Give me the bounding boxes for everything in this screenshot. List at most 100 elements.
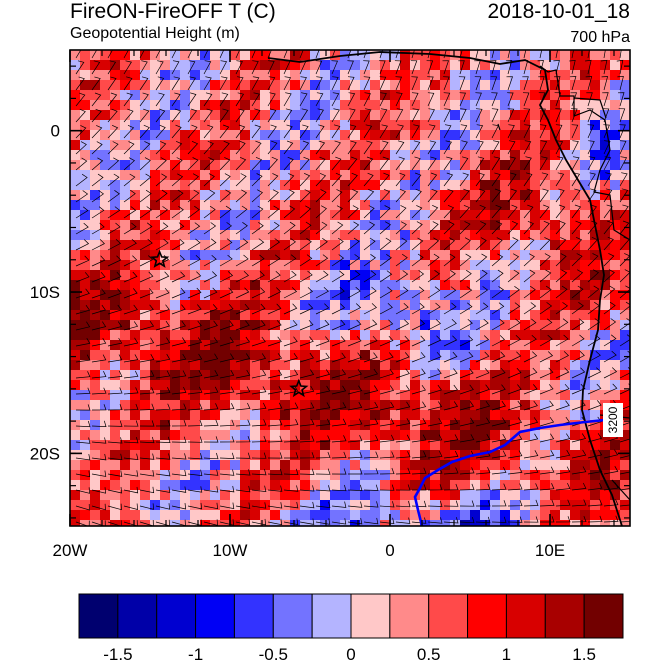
- field-cell: [240, 70, 250, 80]
- field-cell: [270, 80, 280, 90]
- wind-barb: [171, 337, 187, 347]
- field-cell: [220, 200, 230, 210]
- wind-barb: [555, 318, 569, 331]
- wind-barb: [363, 501, 379, 508]
- field-cell: [270, 370, 280, 380]
- field-cell: [290, 230, 300, 240]
- field-cell: [260, 410, 270, 420]
- field-cell: [520, 340, 530, 350]
- wind-barb: [171, 173, 184, 187]
- field-cell: [100, 150, 110, 160]
- field-cell: [80, 100, 90, 110]
- field-cell: [560, 300, 570, 310]
- wind-barb: [315, 108, 324, 123]
- field-cell: [370, 90, 380, 100]
- field-cell: [360, 270, 370, 280]
- wind-barb: [251, 320, 266, 331]
- wind-barb: [267, 76, 276, 91]
- field-cell: [340, 170, 350, 180]
- field-cell: [510, 320, 520, 330]
- wind-barb: [491, 269, 504, 283]
- field-cell: [570, 410, 580, 420]
- field-cell: [390, 460, 400, 470]
- field-cell: [190, 380, 200, 390]
- field-cell: [170, 230, 180, 240]
- field-cell: [520, 280, 530, 290]
- field-cell: [280, 110, 290, 120]
- field-cell: [590, 470, 600, 480]
- field-cell: [430, 110, 440, 120]
- field-cell: [110, 210, 120, 220]
- wind-barb: [203, 337, 219, 347]
- wind-barb: [203, 140, 214, 155]
- field-cell: [410, 310, 420, 320]
- field-cell: [310, 350, 320, 360]
- field-cell: [240, 420, 250, 430]
- field-cell: [380, 280, 390, 290]
- field-cell: [510, 410, 520, 420]
- field-cell: [130, 420, 140, 430]
- field-cell: [450, 190, 460, 200]
- wind-barb: [523, 220, 534, 235]
- field-cell: [150, 400, 160, 410]
- wind-barb: [347, 336, 362, 347]
- contour-label: 3200: [606, 406, 620, 433]
- field-cell: [470, 420, 480, 430]
- field-cell: [290, 400, 300, 410]
- field-cell: [350, 380, 360, 390]
- field-cell: [520, 190, 530, 200]
- field-cell: [450, 270, 460, 280]
- wind-barb: [91, 173, 104, 187]
- field-cell: [200, 370, 210, 380]
- field-cell: [430, 270, 440, 280]
- field-cell: [600, 500, 610, 510]
- wind-barb: [571, 204, 582, 219]
- field-cell: [430, 360, 440, 370]
- field-cell: [530, 230, 540, 240]
- wind-barbs: [75, 50, 630, 526]
- field-cell: [110, 200, 120, 210]
- wind-barb: [539, 499, 555, 507]
- field-cell: [170, 400, 180, 410]
- field-cell: [240, 520, 250, 526]
- field-cell: [110, 240, 120, 250]
- wind-barb: [219, 238, 233, 251]
- field-cell: [530, 360, 540, 370]
- field-cell: [120, 50, 130, 60]
- wind-barb: [571, 140, 579, 155]
- field-cell: [330, 290, 340, 300]
- field-cell: [240, 150, 250, 160]
- field-cell: [80, 140, 90, 150]
- field-cell: [140, 320, 150, 330]
- field-cell: [480, 60, 490, 70]
- field-cell: [270, 470, 280, 480]
- wind-barb: [123, 337, 139, 347]
- field-cell: [410, 400, 420, 410]
- field-cell: [320, 150, 330, 160]
- field-cell: [560, 450, 570, 460]
- field-cell: [610, 340, 620, 350]
- wind-barb: [587, 449, 603, 459]
- field-cell: [550, 120, 560, 130]
- field-cell: [250, 230, 260, 240]
- wind-barb: [235, 386, 251, 395]
- wind-barb: [139, 76, 149, 91]
- wind-barb: [571, 172, 581, 187]
- field-cell: [290, 180, 300, 190]
- wind-barb: [187, 436, 203, 443]
- field-cell: [620, 380, 630, 390]
- wind-barb: [235, 108, 245, 123]
- wind-barb: [123, 503, 138, 510]
- field-cell: [460, 460, 470, 470]
- wind-barb: [155, 173, 168, 187]
- field-cell: [370, 160, 380, 170]
- field-cell: [240, 260, 250, 270]
- field-cell: [210, 370, 220, 380]
- wind-barb: [331, 303, 346, 315]
- field-cell: [500, 370, 510, 380]
- field-cell: [190, 250, 200, 260]
- field-cell: [570, 270, 580, 280]
- field-cell: [180, 280, 190, 290]
- field-cell: [120, 290, 130, 300]
- field-cell: [80, 310, 90, 320]
